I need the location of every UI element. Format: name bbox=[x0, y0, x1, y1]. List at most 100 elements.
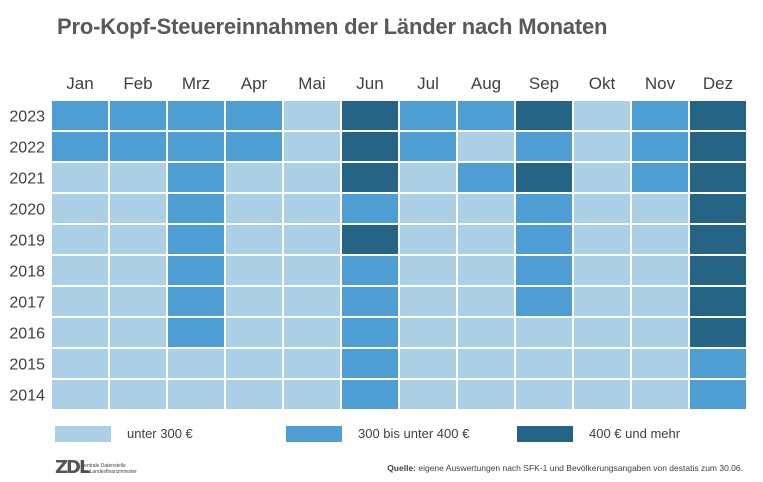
heatmap-cell bbox=[690, 256, 746, 285]
row-label-2018: 2018 bbox=[9, 264, 45, 281]
heatmap-cell bbox=[168, 101, 224, 130]
heatmap-cell bbox=[458, 132, 514, 161]
heatmap-cell bbox=[52, 380, 108, 409]
heatmap-cell bbox=[516, 318, 572, 347]
heatmap-cell bbox=[342, 256, 398, 285]
row-label-2021: 2021 bbox=[9, 171, 45, 188]
heatmap-cell bbox=[400, 101, 456, 130]
heatmap-cell bbox=[284, 349, 340, 378]
heatmap-cell bbox=[284, 225, 340, 254]
heatmap-cell bbox=[226, 380, 282, 409]
column-label-dez: Dez bbox=[703, 74, 733, 93]
heatmap-cell bbox=[574, 349, 630, 378]
heatmap-cell bbox=[458, 380, 514, 409]
heatmap-cell bbox=[284, 287, 340, 316]
heatmap-cell bbox=[52, 256, 108, 285]
heatmap-cell bbox=[516, 101, 572, 130]
heatmap-cell bbox=[52, 318, 108, 347]
heatmap-cell bbox=[690, 132, 746, 161]
column-label-aug: Aug bbox=[471, 74, 501, 93]
heatmap-cell bbox=[690, 287, 746, 316]
heatmap-cell bbox=[342, 132, 398, 161]
heatmap-cell bbox=[52, 349, 108, 378]
heatmap-cell bbox=[690, 318, 746, 347]
row-label-2015: 2015 bbox=[9, 357, 45, 374]
legend-label-high: 400 € und mehr bbox=[589, 426, 681, 441]
heatmap-cell bbox=[284, 380, 340, 409]
row-label-2016: 2016 bbox=[9, 326, 45, 343]
heatmap-cell bbox=[574, 318, 630, 347]
source-note: Quelle: eigene Auswertungen nach SFK-1 u… bbox=[387, 463, 743, 473]
heatmap-cell bbox=[458, 225, 514, 254]
heatmap-cell bbox=[342, 349, 398, 378]
heatmap-cell bbox=[458, 256, 514, 285]
heatmap-cell bbox=[226, 287, 282, 316]
heatmap-cell bbox=[458, 318, 514, 347]
column-label-mrz: Mrz bbox=[182, 74, 210, 93]
heatmap-cell bbox=[52, 194, 108, 223]
heatmap-cell bbox=[52, 132, 108, 161]
heatmap-cell bbox=[52, 101, 108, 130]
heatmap-cell bbox=[632, 349, 688, 378]
heatmap-cell bbox=[168, 318, 224, 347]
column-label-apr: Apr bbox=[241, 74, 268, 93]
row-label-2019: 2019 bbox=[9, 233, 45, 250]
heatmap-cell bbox=[574, 194, 630, 223]
row-label-2017: 2017 bbox=[9, 295, 45, 312]
heatmap-cell bbox=[168, 256, 224, 285]
heatmap-cell bbox=[110, 349, 166, 378]
heatmap-cell bbox=[458, 349, 514, 378]
heatmap-cell bbox=[168, 380, 224, 409]
heatmap-cell bbox=[516, 194, 572, 223]
heatmap-cell bbox=[284, 101, 340, 130]
heatmap-cell bbox=[574, 225, 630, 254]
heatmap-cell bbox=[632, 318, 688, 347]
zdl-logo: ZDL Zentrale Datenstelle der Landesfinan… bbox=[55, 458, 195, 478]
heatmap-cell bbox=[52, 163, 108, 192]
heatmap-cell bbox=[458, 163, 514, 192]
heatmap-cell bbox=[168, 132, 224, 161]
legend-swatch-mid bbox=[286, 426, 342, 442]
heatmap-cell bbox=[574, 256, 630, 285]
heatmap-cell bbox=[342, 225, 398, 254]
heatmap-cell bbox=[342, 163, 398, 192]
heatmap-cell bbox=[400, 194, 456, 223]
heatmap-cell bbox=[632, 132, 688, 161]
heatmap-cell bbox=[690, 101, 746, 130]
heatmap-cell bbox=[632, 194, 688, 223]
column-label-nov: Nov bbox=[645, 74, 676, 93]
row-label-2022: 2022 bbox=[9, 140, 45, 157]
heatmap-cell bbox=[458, 194, 514, 223]
heatmap-cell bbox=[690, 194, 746, 223]
heatmap-cell bbox=[226, 163, 282, 192]
heatmap-cell bbox=[574, 287, 630, 316]
heatmap-cell bbox=[110, 380, 166, 409]
heatmap-cell bbox=[226, 194, 282, 223]
heatmap-cell bbox=[458, 287, 514, 316]
heatmap-cell bbox=[168, 194, 224, 223]
heatmap-cell bbox=[400, 318, 456, 347]
heatmap-cell bbox=[284, 132, 340, 161]
heatmap-cell bbox=[110, 287, 166, 316]
heatmap-cell bbox=[168, 163, 224, 192]
legend-swatch-high bbox=[517, 426, 573, 442]
heatmap-cell bbox=[226, 256, 282, 285]
column-label-feb: Feb bbox=[123, 74, 152, 93]
heatmap-cell bbox=[52, 287, 108, 316]
column-label-mai: Mai bbox=[298, 74, 325, 93]
heatmap-cell bbox=[400, 225, 456, 254]
heatmap-chart: Jan Feb Mrz Apr Mai Jun Jul Aug Sep Okt Nov Dez 2023… bbox=[9, 74, 746, 409]
heatmap-cell bbox=[400, 256, 456, 285]
heatmap-cell bbox=[110, 101, 166, 130]
heatmap-cell bbox=[110, 318, 166, 347]
heatmap-cell bbox=[690, 380, 746, 409]
heatmap-cell bbox=[226, 318, 282, 347]
heatmap-cell bbox=[342, 101, 398, 130]
heatmap-cell bbox=[516, 349, 572, 378]
heatmap-cell bbox=[168, 225, 224, 254]
heatmap-cell bbox=[226, 101, 282, 130]
heatmap-cell bbox=[516, 132, 572, 161]
column-label-jul: Jul bbox=[417, 74, 439, 93]
heatmap-cell bbox=[400, 349, 456, 378]
heatmap-cell bbox=[342, 194, 398, 223]
